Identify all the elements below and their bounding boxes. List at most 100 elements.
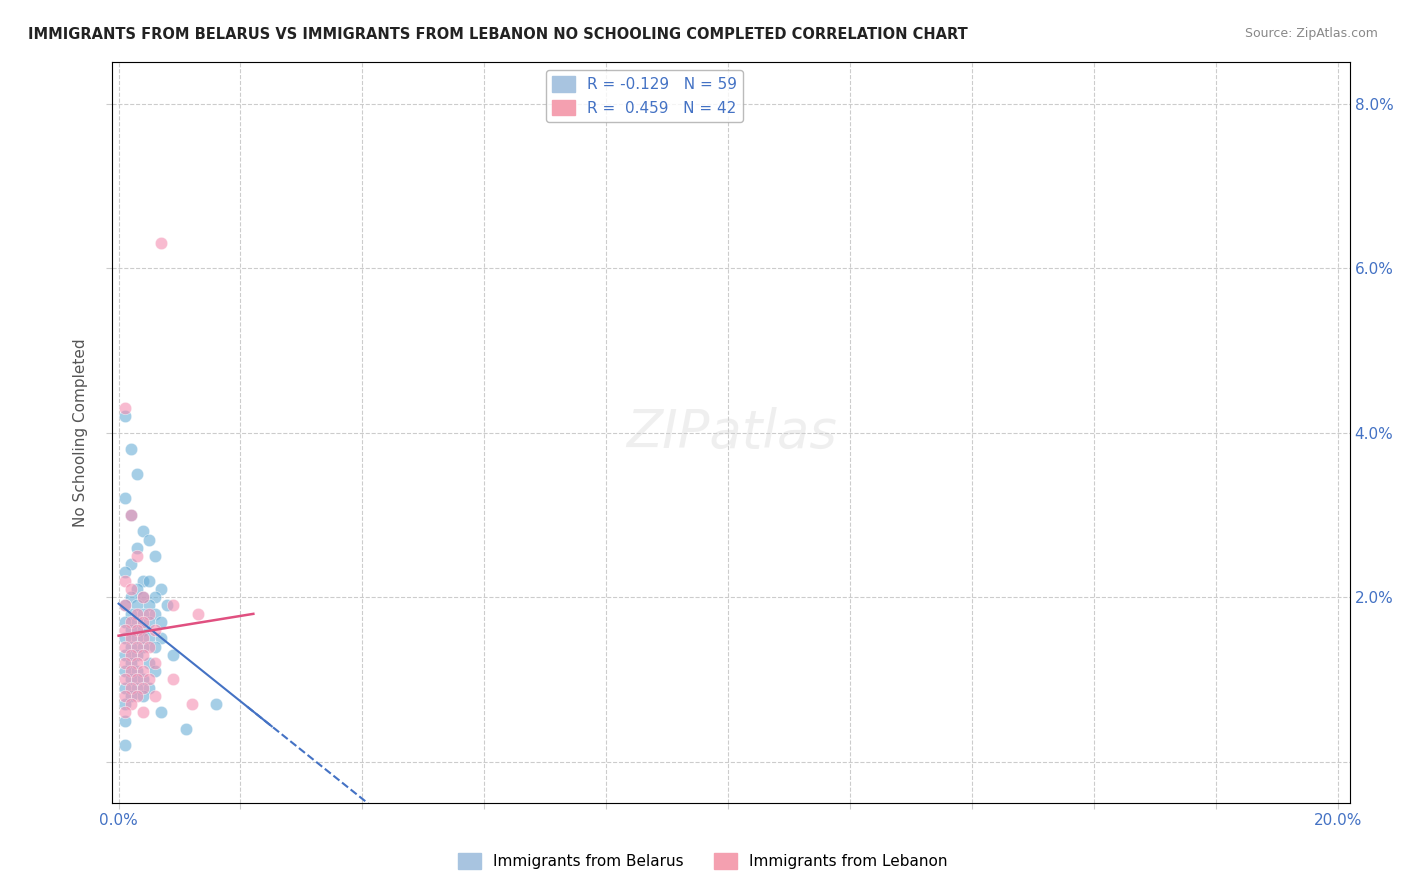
Point	[143, 664, 166, 678]
Point	[120, 607, 142, 621]
Point	[125, 673, 148, 687]
Point	[125, 615, 148, 629]
Point	[125, 599, 148, 613]
Point	[114, 689, 136, 703]
Point	[114, 632, 136, 646]
Point	[120, 689, 142, 703]
Point	[143, 590, 166, 604]
Point	[132, 590, 155, 604]
Point	[143, 623, 166, 637]
Point	[125, 623, 148, 637]
Point	[132, 648, 155, 662]
Point	[125, 689, 148, 703]
Point	[132, 524, 155, 539]
Point	[132, 706, 155, 720]
Point	[125, 541, 148, 555]
Point	[162, 648, 184, 662]
Point	[120, 558, 142, 572]
Point	[138, 632, 160, 646]
Point	[114, 714, 136, 728]
Point	[114, 599, 136, 613]
Point	[120, 590, 142, 604]
Point	[120, 656, 142, 670]
Point	[120, 582, 142, 596]
Point	[143, 549, 166, 563]
Point	[114, 656, 136, 670]
Point	[125, 640, 148, 654]
Point	[162, 599, 184, 613]
Point	[114, 648, 136, 662]
Legend: Immigrants from Belarus, Immigrants from Lebanon: Immigrants from Belarus, Immigrants from…	[451, 847, 955, 875]
Point	[125, 656, 148, 670]
Point	[125, 607, 148, 621]
Point	[138, 681, 160, 695]
Point	[114, 491, 136, 506]
Point	[125, 632, 148, 646]
Point	[143, 640, 166, 654]
Point	[114, 640, 136, 654]
Point	[125, 681, 148, 695]
Point	[125, 664, 148, 678]
Point	[132, 681, 155, 695]
Point	[143, 607, 166, 621]
Point	[125, 467, 148, 481]
Point	[156, 599, 179, 613]
Point	[138, 574, 160, 588]
Point	[114, 738, 136, 752]
Point	[187, 607, 209, 621]
Point	[162, 673, 184, 687]
Text: ZIPatlas: ZIPatlas	[626, 407, 837, 458]
Point	[150, 236, 173, 251]
Point	[120, 648, 142, 662]
Legend: R = -0.129   N = 59, R =  0.459   N = 42: R = -0.129 N = 59, R = 0.459 N = 42	[546, 70, 744, 122]
Point	[120, 508, 142, 522]
Point	[174, 722, 197, 736]
Point	[120, 697, 142, 711]
Point	[138, 599, 160, 613]
Point	[150, 632, 173, 646]
Point	[138, 640, 160, 654]
Point	[120, 673, 142, 687]
Point	[132, 640, 155, 654]
Point	[138, 533, 160, 547]
Point	[120, 681, 142, 695]
Point	[132, 623, 155, 637]
Point	[125, 582, 148, 596]
Point	[120, 623, 142, 637]
Point	[143, 656, 166, 670]
Point	[150, 706, 173, 720]
Point	[180, 697, 202, 711]
Point	[114, 615, 136, 629]
Point	[114, 409, 136, 424]
Point	[132, 673, 155, 687]
Y-axis label: No Schooling Completed: No Schooling Completed	[73, 338, 89, 527]
Point	[132, 615, 155, 629]
Point	[120, 615, 142, 629]
Point	[150, 615, 173, 629]
Point	[143, 689, 166, 703]
Point	[132, 664, 155, 678]
Text: Source: ZipAtlas.com: Source: ZipAtlas.com	[1244, 27, 1378, 40]
Point	[120, 664, 142, 678]
Point	[138, 673, 160, 687]
Point	[114, 599, 136, 613]
Point	[138, 656, 160, 670]
Point	[132, 574, 155, 588]
Point	[114, 681, 136, 695]
Point	[114, 664, 136, 678]
Point	[114, 623, 136, 637]
Point	[114, 401, 136, 415]
Point	[114, 697, 136, 711]
Point	[132, 632, 155, 646]
Point	[120, 632, 142, 646]
Text: IMMIGRANTS FROM BELARUS VS IMMIGRANTS FROM LEBANON NO SCHOOLING COMPLETED CORREL: IMMIGRANTS FROM BELARUS VS IMMIGRANTS FR…	[28, 27, 967, 42]
Point	[132, 590, 155, 604]
Point	[132, 607, 155, 621]
Point	[138, 615, 160, 629]
Point	[114, 566, 136, 580]
Point	[120, 508, 142, 522]
Point	[114, 706, 136, 720]
Point	[125, 648, 148, 662]
Point	[114, 673, 136, 687]
Point	[114, 574, 136, 588]
